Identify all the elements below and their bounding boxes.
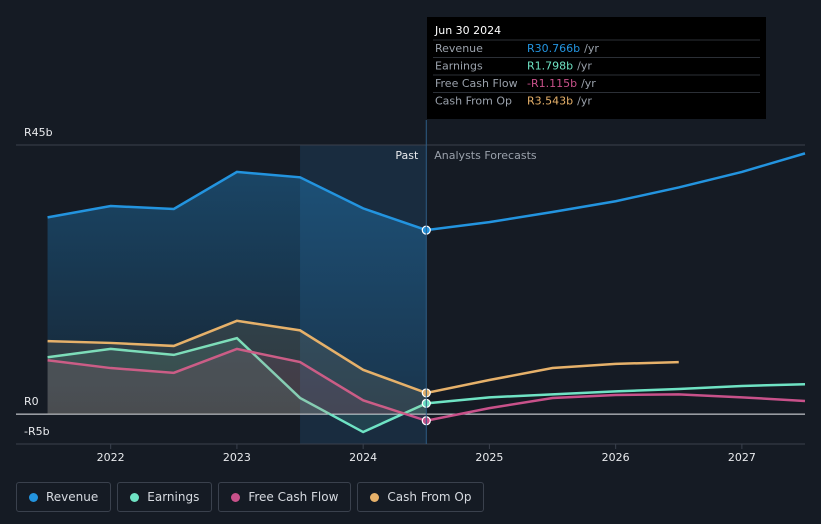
legend-item[interactable]: Cash From Op [357,482,485,512]
series-area [47,348,427,421]
legend-item[interactable]: Revenue [16,482,112,512]
y-tick-label: R45b [24,126,53,139]
series-line [47,319,679,395]
tooltip: Jun 30 2024 Revenue R30.766b/yr Earnings R1.… [427,17,766,119]
past-label: Past [395,149,419,162]
series-area [47,338,427,433]
tooltip-value: -R1.115b/yr [527,77,596,90]
tooltip-value: R30.766b/yr [527,42,599,55]
x-tick-label: 2025 [475,451,503,464]
x-tick-label: 2024 [349,451,377,464]
tooltip-value: R3.543b/yr [527,95,592,108]
tooltip-label: Revenue [435,42,483,55]
tooltip-value-text: -R1.115b [527,77,577,90]
tooltip-label: Cash From Op [435,95,512,108]
x-tick-label: 2023 [223,451,251,464]
legend: Revenue Earnings Free Cash Flow Cash From O… [16,482,485,512]
legend-label: Earnings [147,490,200,504]
tooltip-label: Earnings [435,60,483,73]
y-tick-label: R0 [24,395,39,408]
chart: R45b R0 -R5b 2022 2023 2024 2025 2026 2027 Past An… [16,17,806,464]
tooltip-value-text: R30.766b [527,42,580,55]
legend-label: Free Cash Flow [248,490,339,504]
legend-swatch [130,492,140,502]
tooltip-value-text: R3.543b [527,95,573,108]
legend-label: Cash From Op [387,490,472,504]
tooltip-unit: /yr [581,77,596,90]
forecast-label: Analysts Forecasts [434,149,537,162]
tooltip-value-text: R1.798b [527,60,573,73]
legend-swatch [231,492,241,502]
legend-item[interactable]: Free Cash Flow [218,482,352,512]
tooltip-unit: /yr [577,60,592,73]
page: {"chart_data": {"type": "line", "x": [20… [16,17,806,512]
tooltip-title: Jun 30 2024 [434,24,501,37]
tooltip-unit: /yr [577,95,592,108]
x-tick-label: 2022 [97,451,125,464]
legend-swatch [370,492,380,502]
tooltip-box [427,17,766,119]
x-tick-label: 2027 [728,451,756,464]
tooltip-unit: /yr [584,42,599,55]
series-area [47,320,427,415]
tooltip-value: R1.798b/yr [527,60,592,73]
legend-label: Revenue [46,490,99,504]
x-tick-label: 2026 [602,451,630,464]
series-area [47,171,427,415]
tooltip-label: Free Cash Flow [435,77,518,90]
legend-item[interactable]: Earnings [117,482,213,512]
y-tick-label: -R5b [24,425,50,438]
legend-swatch [29,492,38,502]
